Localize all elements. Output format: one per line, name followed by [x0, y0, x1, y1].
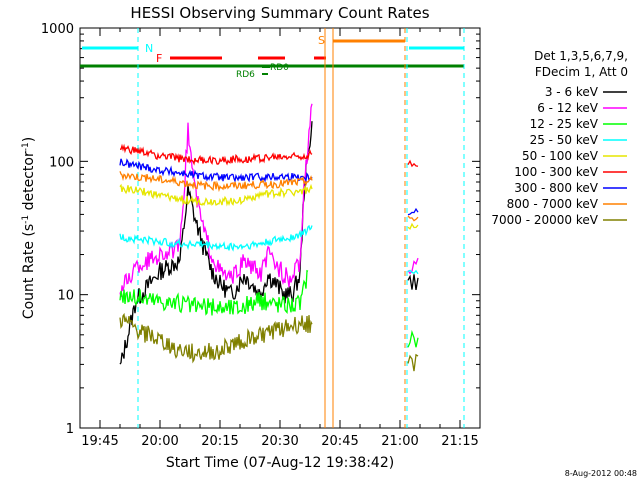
series-line [407, 257, 419, 275]
chart-title: HESSI Observing Summary Count Rates [130, 4, 429, 22]
y-tick-label: 1000 [41, 22, 74, 37]
saa-marker-label: S [318, 34, 325, 47]
x-tick-label: 19:45 [81, 434, 118, 449]
series-line [407, 222, 419, 230]
x-ticks: 19:45 20:00 20:15 20:30 20:45 21:00 21:15 [79, 28, 481, 449]
legend: Det 1,3,5,6,7,9, FDecim 1, Att 0 3 - 6 k… [491, 49, 628, 227]
x-tick-label: 20:00 [141, 434, 178, 449]
series-line [407, 159, 419, 168]
instrument-state-bars: N F S RD0 RD6 [80, 34, 464, 80]
x-tick-label: 21:00 [381, 434, 418, 449]
flare-marker-label: F [156, 52, 162, 65]
series-line [119, 103, 313, 298]
data-series-group [119, 103, 419, 372]
plot-frame [79, 27, 481, 429]
series-line [407, 329, 419, 348]
legend-item-label: 7000 - 20000 keV [491, 213, 598, 227]
series-line [407, 207, 419, 216]
legend-header: FDecim 1, Att 0 [535, 65, 628, 79]
x-axis-label: Start Time (07-Aug-12 19:38:42) [166, 455, 394, 471]
legend-item-label: 25 - 50 keV [530, 133, 599, 147]
series-line [119, 171, 313, 193]
x-tick-label: 20:15 [201, 434, 238, 449]
y-tick-label: 1 [66, 422, 74, 437]
series-line [119, 312, 313, 364]
night-marker-label: N [145, 42, 153, 55]
y-tick-label: 10 [57, 289, 74, 304]
rd6-label: RD6 [236, 70, 255, 80]
series-line [407, 215, 419, 222]
series-line [119, 121, 313, 365]
series-line [119, 158, 313, 184]
series-line [119, 224, 313, 252]
legend-item-label: 50 - 100 keV [522, 149, 599, 163]
x-tick-label: 20:30 [261, 434, 298, 449]
y-axis-label: Count Rate (s-1 detector-1) [21, 137, 37, 319]
state-boundaries [137, 28, 465, 428]
x-tick-label: 21:15 [441, 434, 478, 449]
legend-item-label: 100 - 300 keV [514, 165, 598, 179]
series-line [407, 274, 419, 291]
rd0-label: RD0 [270, 63, 289, 73]
y-ticks: 1 10 100 1000 [41, 22, 480, 437]
legend-item-label: 12 - 25 keV [530, 117, 599, 131]
x-tick-label: 20:45 [321, 434, 358, 449]
legend-item-label: 300 - 800 keV [514, 181, 598, 195]
series-line [407, 353, 419, 372]
legend-item-label: 3 - 6 keV [545, 85, 599, 99]
footer-date: 8-Aug-2012 00:48 [565, 469, 637, 478]
legend-header: Det 1,3,5,6,7,9, [534, 49, 628, 63]
series-line [407, 269, 419, 275]
series-line [119, 269, 309, 316]
series-line [119, 183, 313, 207]
y-tick-label: 100 [49, 155, 74, 170]
legend-item-label: 800 - 7000 keV [507, 197, 599, 211]
legend-item-label: 6 - 12 keV [537, 101, 599, 115]
series-line [120, 143, 313, 166]
